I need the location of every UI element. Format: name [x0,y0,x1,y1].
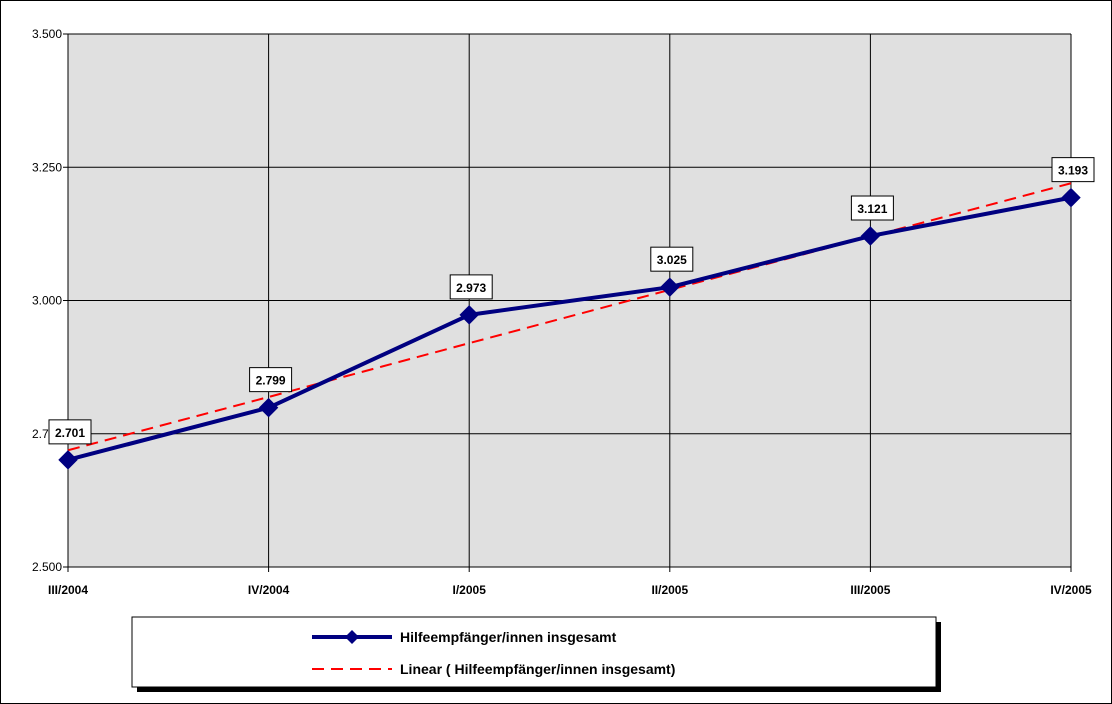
data-label-box [1051,157,1095,183]
legend-box [131,616,937,688]
legend-series-label: Hilfeempfänger/innen insgesamt [400,629,617,645]
legend-diamond-marker-swatch [345,630,359,644]
data-labels: 2.701 2.799 2.973 3.025 3.121 3.193 [48,157,1095,445]
data-point-marker [660,277,680,297]
data-label-box [449,274,493,300]
series-layer [58,187,1081,470]
data-label: 3.193 [1051,157,1095,183]
y-tick-label: 3.500 [32,27,62,41]
data-point-marker [459,305,479,325]
y-tick-label: 3.000 [32,294,62,308]
x-tick-label: I/2005 [453,583,487,597]
x-tick-label: III/2005 [850,583,890,597]
data-label-box [650,246,694,272]
data-point-marker [860,226,881,246]
data-label-box [850,195,894,221]
x-tick-label: III/2004 [48,583,88,597]
data-label-value: 3.025 [657,253,687,267]
data-label-value: 2.701 [55,426,85,440]
legend: Hilfeempfänger/innen insgesamt Linear ( H… [131,616,941,692]
data-label-value: 3.121 [857,202,887,216]
data-label-box [249,367,293,393]
data-label-value: 2.973 [456,281,486,295]
x-tick-label: II/2005 [651,583,688,597]
x-tick-label: IV/2004 [248,583,290,597]
data-label-value: 2.799 [256,374,286,388]
data-label: 2.973 [449,274,493,300]
data-label: 3.025 [650,246,694,272]
y-tick-label: 2.500 [32,560,62,574]
data-label: 2.701 [48,419,92,445]
data-label-box [48,419,92,445]
legend-trendline-label: Linear ( Hilfeempfänger/innen insgesamt) [400,661,675,677]
x-tick-label: IV/2005 [1050,583,1092,597]
y-tick-label: 3.250 [32,160,62,174]
data-label: 2.799 [249,367,293,393]
data-label: 3.121 [850,195,894,221]
series-line [67,195,1072,462]
data-point-marker [58,450,78,470]
data-point-marker [258,397,279,418]
data-point-marker [1061,187,1081,208]
data-label-value: 3.193 [1058,164,1088,178]
